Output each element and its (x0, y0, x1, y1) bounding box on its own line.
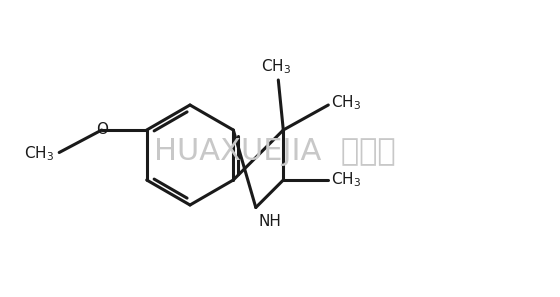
Text: O: O (96, 121, 108, 137)
Text: NH: NH (259, 214, 282, 228)
Text: CH$_3$: CH$_3$ (332, 171, 361, 189)
Text: HUAXUEJIA  化学加: HUAXUEJIA 化学加 (154, 138, 396, 167)
Text: CH$_3$: CH$_3$ (261, 57, 291, 76)
Text: CH$_3$: CH$_3$ (332, 94, 361, 112)
Text: CH$_3$: CH$_3$ (24, 144, 54, 163)
